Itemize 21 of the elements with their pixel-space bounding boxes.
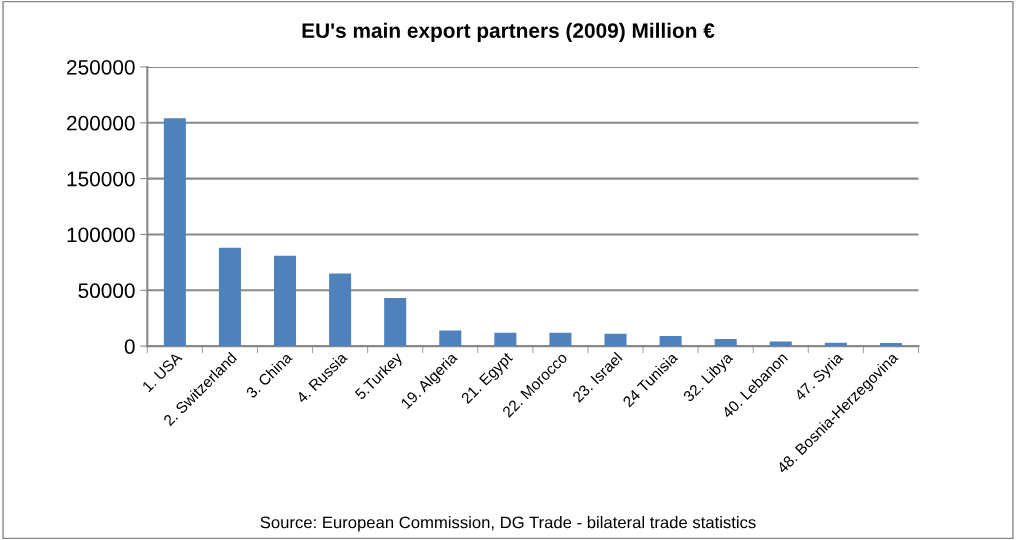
bar (549, 332, 572, 347)
bar (494, 332, 517, 347)
source-note: Source: European Commission, DG Trade - bilateral trade statistics (260, 516, 756, 532)
y-tick-label: 250000 (67, 59, 135, 75)
y-tick-label: 100000 (67, 227, 135, 243)
bar (714, 338, 737, 347)
y-tick-label: 150000 (67, 171, 135, 187)
bar (218, 247, 241, 347)
y-tick-label: 50000 (78, 283, 135, 299)
bar (384, 298, 407, 347)
chart-title: EU's main export partners (2009) Million € (302, 22, 715, 43)
bar (879, 343, 902, 347)
bar (163, 118, 186, 347)
bar (329, 273, 352, 347)
bar (769, 341, 792, 347)
bar (659, 336, 682, 347)
bar (274, 255, 297, 347)
y-tick-label: 200000 (67, 115, 135, 131)
bar (439, 330, 462, 347)
bar (604, 333, 627, 347)
y-tick-label: 0 (124, 339, 135, 354)
